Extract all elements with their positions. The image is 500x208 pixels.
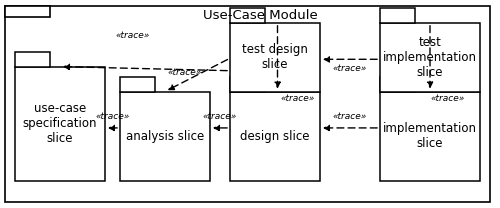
Text: «trace»: «trace» — [280, 94, 314, 103]
Bar — [120, 92, 210, 181]
Bar — [230, 23, 320, 92]
Bar — [5, 6, 50, 17]
Text: «trace»: «trace» — [116, 31, 150, 40]
Text: «trace»: «trace» — [168, 68, 202, 77]
Text: «trace»: «trace» — [96, 112, 130, 121]
Bar — [380, 23, 480, 92]
Text: implementation
slice: implementation slice — [383, 122, 477, 150]
Bar — [230, 8, 265, 23]
Text: analysis slice: analysis slice — [126, 130, 204, 143]
Bar — [380, 8, 415, 23]
Bar — [230, 77, 265, 92]
Text: «trace»: «trace» — [333, 112, 367, 121]
Bar — [15, 52, 50, 67]
Text: «trace»: «trace» — [203, 112, 237, 121]
Text: «trace»: «trace» — [430, 94, 464, 103]
Text: «trace»: «trace» — [333, 64, 367, 73]
Bar — [15, 67, 105, 181]
Bar — [230, 92, 320, 181]
Text: test
implementation
slice: test implementation slice — [383, 36, 477, 79]
Text: Use-Case Module: Use-Case Module — [202, 9, 318, 22]
Text: design slice: design slice — [240, 130, 310, 143]
Text: use-case
specification
slice: use-case specification slice — [23, 102, 97, 145]
Bar — [120, 77, 155, 92]
Bar — [380, 92, 480, 181]
Text: test design
slice: test design slice — [242, 43, 308, 71]
Bar — [380, 77, 415, 92]
